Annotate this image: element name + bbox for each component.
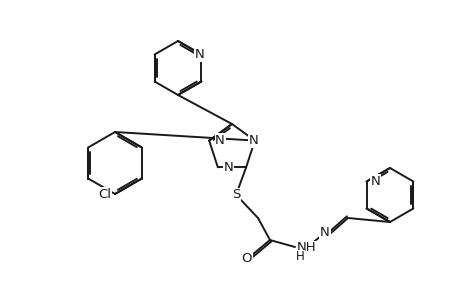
Text: N: N	[370, 175, 380, 188]
Text: H: H	[295, 250, 304, 263]
Text: Cl: Cl	[98, 188, 111, 200]
Text: N: N	[215, 134, 224, 147]
Text: N: N	[319, 226, 329, 239]
Text: O: O	[241, 253, 252, 266]
Text: NH: NH	[297, 242, 316, 254]
Text: N: N	[194, 48, 204, 61]
Text: S: S	[231, 188, 240, 202]
Text: N: N	[248, 134, 258, 147]
Text: N: N	[224, 161, 233, 174]
